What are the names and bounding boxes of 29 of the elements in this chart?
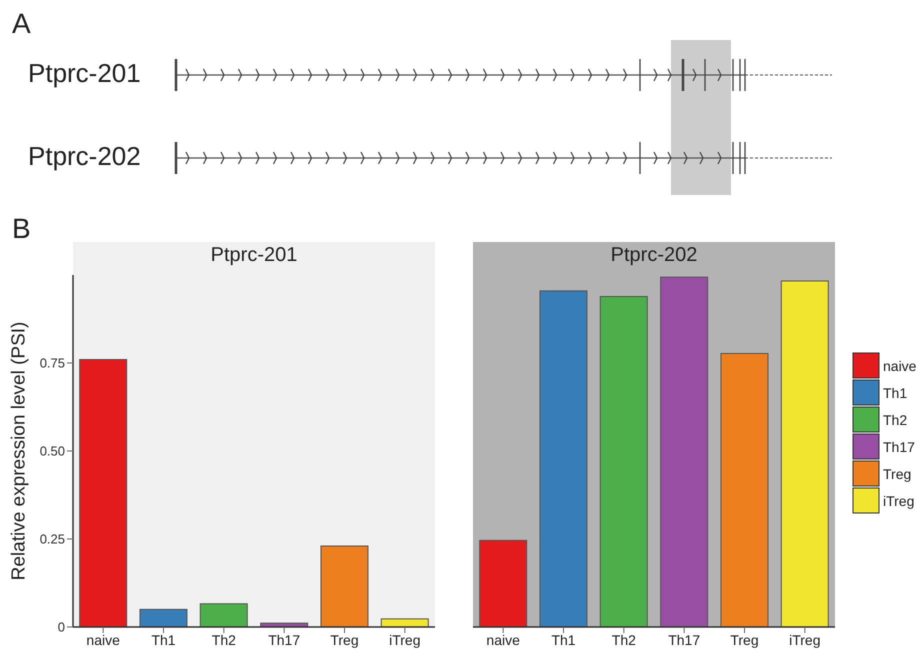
- y-tick-label: 0: [58, 620, 65, 635]
- text: Ptprc-202: [28, 141, 141, 172]
- y-tick-label: 0.25: [40, 532, 65, 547]
- text: A: [12, 8, 31, 40]
- x-tick-label: Treg: [730, 632, 759, 648]
- legend-label: iTreg: [883, 492, 914, 508]
- legend-label: Th1: [883, 384, 908, 400]
- legend-label: naive: [883, 358, 916, 374]
- chart-title: Ptprc-201: [210, 244, 298, 267]
- x-tick-label: iTreg: [789, 632, 821, 648]
- y-axis-title: Relative expression level (PSI): [8, 322, 30, 580]
- x-tick-label: Th1: [551, 632, 576, 648]
- text: B: [12, 213, 31, 245]
- x-tick-label: Th17: [668, 632, 700, 648]
- text: Ptprc-201: [28, 58, 141, 89]
- y-tick-label: 0.50: [40, 444, 65, 459]
- x-tick-label: Treg: [330, 632, 359, 648]
- x-tick-label: Th2: [612, 632, 636, 648]
- legend-label: Treg: [883, 466, 912, 482]
- legend-label: Th2: [883, 412, 908, 428]
- x-tick-label: naive: [486, 632, 520, 648]
- legend-label: Th17: [883, 438, 915, 454]
- x-tick-label: Th1: [151, 632, 176, 648]
- chart-title: Ptprc-202: [610, 244, 698, 267]
- x-tick-label: Th2: [212, 632, 236, 648]
- x-tick-label: Th17: [268, 632, 300, 648]
- x-tick-label: iTreg: [389, 632, 421, 648]
- x-tick-label: naive: [86, 632, 120, 648]
- y-tick-label: 0.75: [40, 356, 65, 371]
